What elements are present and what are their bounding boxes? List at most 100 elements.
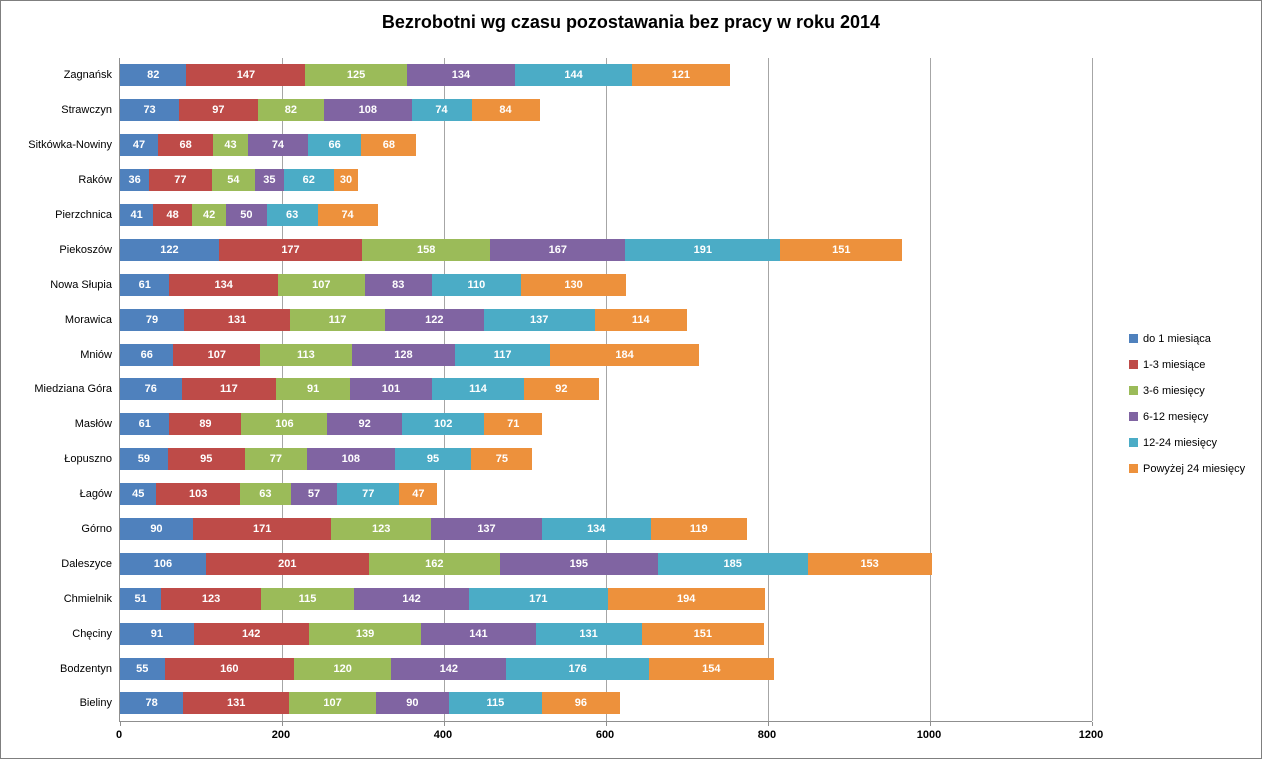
bar-value-label: 142: [439, 662, 459, 675]
bar-segment: 171: [469, 587, 608, 610]
bar-value-label: 191: [693, 243, 712, 256]
bar-segment: 115: [448, 692, 542, 715]
bar-segment: 114: [431, 378, 525, 401]
category-label: Łagów: [79, 488, 112, 501]
bar-segment: 91: [276, 378, 351, 401]
bar-segment: 119: [650, 518, 747, 541]
bar-value-label: 117: [328, 313, 347, 326]
x-tick-label: 1200: [1078, 729, 1104, 741]
bar-segment: 110: [431, 273, 521, 296]
legend-label: 12-24 miesięcy: [1143, 436, 1217, 449]
stacked-bar: 82 147 125 134 144 121: [120, 64, 1092, 87]
bar-segment: 114: [594, 308, 687, 331]
legend-label: 3-6 miesięcy: [1143, 384, 1205, 397]
stacked-bar: 41 48 42 50 63 74: [120, 204, 1092, 226]
bar-segment: 61: [120, 413, 170, 436]
legend-swatch: [1129, 438, 1138, 447]
bar-value-label: 76: [144, 383, 157, 396]
bar-value-label: 101: [381, 383, 401, 396]
stacked-bar: 66 107 113 128 117 184: [120, 343, 1092, 366]
bar-row: 61 89 106 92 102 71: [120, 407, 1092, 442]
gridline: [1092, 58, 1093, 721]
bars: 82 147 125 134 144 121 73 97 82 108 74 84 47 68 43 74 66…: [120, 58, 1092, 721]
bar-segment: 194: [607, 587, 765, 610]
bar-value-label: 110: [467, 278, 486, 291]
bar-segment: 122: [120, 238, 219, 261]
bar-value-label: 113: [296, 348, 315, 361]
bar-segment: 141: [421, 622, 536, 645]
bar-segment: 171: [192, 518, 332, 541]
bar-value-label: 147: [236, 69, 256, 82]
bar-value-label: 50: [240, 209, 253, 221]
bar-segment: 142: [391, 657, 507, 680]
bar-value-label: 107: [312, 278, 331, 291]
bar-segment: 77: [244, 448, 308, 471]
bar-value-label: 134: [587, 523, 606, 536]
category-label: Masłów: [74, 418, 112, 431]
bar-value-label: 35: [263, 174, 276, 187]
bar-segment: 73: [120, 99, 180, 122]
x-tick-label: 600: [595, 729, 615, 741]
bar-segment: 134: [541, 518, 651, 541]
bar-segment: 95: [394, 448, 472, 471]
category-label: Pierzchnica: [55, 209, 112, 221]
legend-swatch: [1129, 412, 1138, 421]
bar-value-label: 184: [615, 348, 634, 361]
bar-value-label: 115: [298, 592, 317, 605]
bar-segment: 76: [120, 378, 182, 401]
bar-row: 76 117 91 101 114 92: [120, 372, 1092, 407]
bar-segment: 59: [120, 448, 168, 471]
legend-swatch: [1129, 386, 1138, 395]
bar-value-label: 108: [358, 104, 377, 117]
bar-value-label: 171: [252, 523, 272, 536]
x-axis-ticks: 0 200 400 600 800 1000 1200: [116, 729, 1103, 745]
bar-row: 122 177 158 167 191 151: [120, 232, 1092, 267]
bar-value-label: 89: [199, 418, 212, 431]
tick-mark: [443, 722, 445, 726]
bar-value-label: 96: [574, 697, 587, 710]
bar-segment: 137: [483, 308, 595, 331]
category-label: Raków: [78, 174, 112, 187]
bar-segment: 191: [625, 238, 781, 261]
bar-value-label: 103: [188, 488, 208, 501]
bar-value-label: 106: [275, 418, 294, 431]
bar-segment: 134: [169, 273, 278, 296]
bar-segment: 90: [375, 692, 449, 715]
bar-value-label: 151: [693, 627, 712, 640]
bar-value-label: 158: [416, 243, 436, 256]
stacked-bar: 47 68 43 74 66 68: [120, 134, 1092, 157]
bar-segment: 43: [213, 134, 248, 157]
bar-value-label: 144: [564, 69, 583, 82]
bar-segment: 62: [283, 169, 334, 192]
bar-value-label: 142: [402, 592, 421, 605]
bar-segment: 158: [362, 238, 491, 261]
bar-segment: 74: [247, 134, 308, 157]
category-label: Morawica: [64, 313, 112, 326]
bar-segment: 82: [120, 64, 187, 87]
bar-value-label: 91: [307, 383, 320, 396]
bar-value-label: 75: [495, 453, 508, 466]
bar-value-label: 45: [132, 488, 145, 501]
x-tick-label: 800: [757, 729, 777, 741]
bar-segment: 123: [331, 518, 432, 541]
bar-value-label: 154: [702, 662, 721, 675]
stacked-bar: 59 95 77 108 95 75: [120, 448, 1092, 471]
bar-value-label: 30: [339, 174, 353, 187]
bar-segment: 82: [257, 99, 325, 122]
bar-value-label: 139: [355, 627, 375, 640]
bar-row: 91 142 139 141 131 151: [120, 616, 1092, 651]
stacked-bar: 122 177 158 167 191 151: [120, 238, 1092, 261]
bar-value-label: 195: [569, 557, 589, 570]
bar-segment: 36: [120, 169, 150, 192]
bar-segment: 107: [173, 343, 261, 366]
bar-segment: 115: [260, 587, 355, 610]
bar-value-label: 102: [433, 418, 453, 431]
bar-value-label: 117: [220, 383, 238, 396]
bar-segment: 122: [384, 308, 484, 331]
legend-item: 1-3 miesiące: [1129, 359, 1245, 371]
bar-segment: 68: [361, 134, 417, 157]
bar-segment: 151: [780, 238, 903, 261]
category-label: Sitkówka-Nowiny: [28, 139, 112, 152]
plot-area: 82 147 125 134 144 121 73 97 82 108 74 84 47 68 43 74 66…: [119, 58, 1093, 726]
bar-value-label: 77: [174, 174, 187, 187]
